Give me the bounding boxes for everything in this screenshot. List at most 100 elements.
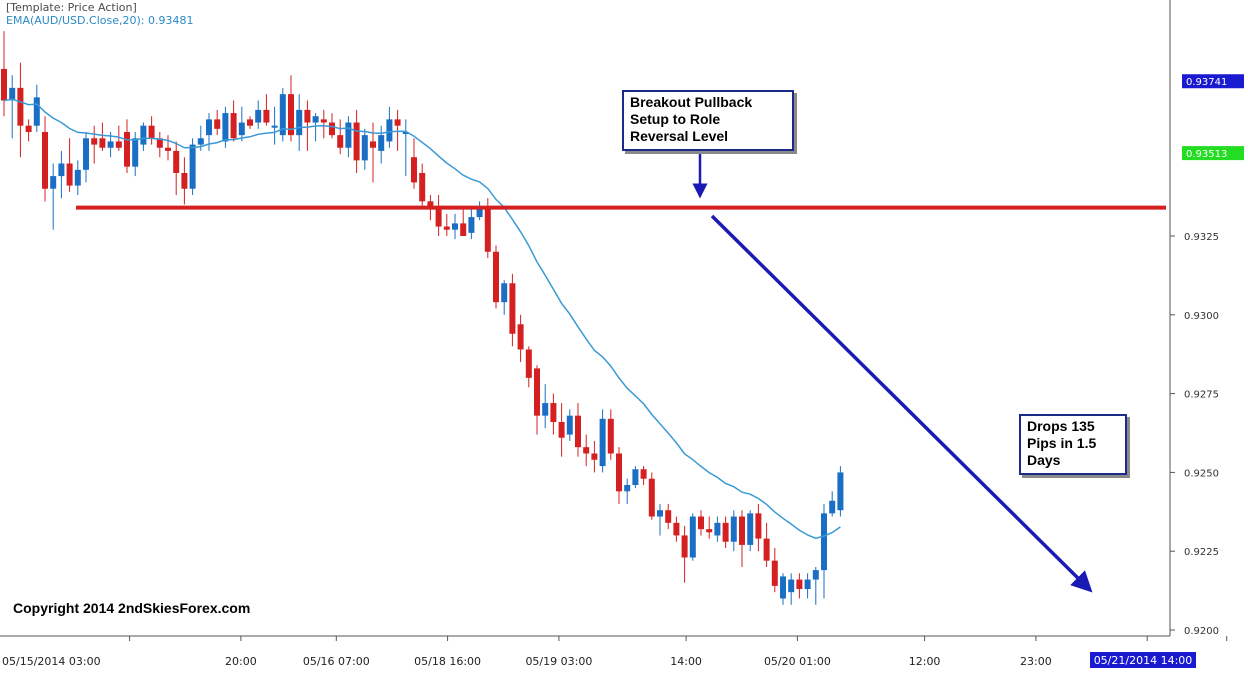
candle-body [394, 119, 401, 126]
candle [640, 466, 647, 486]
copyright-text: Copyright 2014 2ndSkiesForex.com [13, 600, 251, 616]
candle-body [58, 163, 65, 177]
candle [788, 573, 795, 605]
candle-body [263, 109, 270, 123]
candle [42, 116, 48, 202]
candle-body [460, 223, 467, 236]
candle [58, 150, 65, 199]
candle [493, 245, 499, 309]
candle [550, 393, 557, 435]
candle [140, 122, 147, 151]
candle-body [722, 522, 729, 542]
ema-line [3, 98, 841, 540]
candle [681, 525, 688, 583]
candle [255, 100, 262, 129]
candle [689, 513, 696, 561]
time-tick-label: 05/19 03:00 [525, 655, 592, 668]
candle [74, 160, 81, 196]
candle [632, 466, 639, 489]
candle [9, 75, 16, 139]
candle [534, 365, 540, 435]
annotation-line: Pips in 1.5 [1027, 435, 1097, 451]
candle [1, 31, 7, 117]
candle [452, 213, 458, 240]
candle-body [780, 576, 786, 599]
drop-arrow [710, 214, 1093, 593]
candle-body [493, 251, 499, 303]
candle-body [124, 131, 130, 167]
candle-body [747, 513, 754, 545]
candle-body [1, 68, 7, 101]
candle [763, 522, 770, 567]
candle-body [558, 421, 565, 438]
candle [83, 131, 89, 183]
candle-body [632, 469, 639, 486]
time-tick-label: 14:00 [670, 655, 702, 668]
candle [271, 106, 278, 145]
candle [607, 409, 614, 460]
candle-body [99, 138, 106, 148]
candle-body [419, 172, 426, 202]
price-tick-label: 0.9225 [1184, 547, 1219, 558]
candle-body [657, 510, 663, 517]
candle-body [542, 403, 549, 416]
candle-body [115, 141, 122, 148]
candle-body [353, 122, 360, 161]
candle-body [25, 125, 32, 132]
annotation-line: Reversal Level [630, 128, 729, 144]
candle [353, 109, 360, 173]
drops-annotation: Drops 135 Pips in 1.5 Days [1019, 414, 1127, 475]
candle [517, 314, 524, 363]
candle-body [140, 125, 147, 145]
candle-body [755, 513, 762, 539]
candle-body [156, 138, 163, 148]
annotation-line: Days [1027, 452, 1061, 468]
candle-body [304, 109, 311, 123]
candle [304, 100, 311, 151]
candle-body [402, 131, 409, 134]
candle-body [427, 201, 434, 208]
candle [435, 195, 442, 236]
price-tick: 0.9300 [1170, 311, 1219, 322]
candle-body [206, 119, 212, 136]
candle-body [681, 535, 688, 558]
candle-body [468, 217, 475, 233]
candle [320, 109, 327, 139]
candle [542, 384, 549, 429]
candle [673, 516, 680, 542]
candle [386, 106, 393, 148]
candle [214, 109, 221, 136]
candle [91, 125, 98, 164]
candle-body [238, 122, 245, 136]
candle [796, 573, 803, 599]
candle-body [804, 579, 811, 590]
time-tick: 23:00 [1020, 636, 1052, 668]
candle-body [345, 122, 352, 148]
candle-body [730, 516, 737, 542]
candle-body [829, 500, 836, 514]
candle-body [509, 283, 516, 334]
candle [329, 113, 335, 139]
candle-body [312, 116, 319, 123]
price-tick: 0.9325 [1170, 232, 1219, 243]
candle [460, 207, 467, 236]
candles-layer [1, 31, 844, 605]
candle-body [74, 169, 81, 186]
candle-body [181, 172, 188, 189]
candle-body [837, 472, 844, 511]
time-tick: 05/18 16:00 [414, 636, 481, 668]
candle-body [706, 529, 713, 533]
candle [599, 409, 606, 473]
candle [747, 510, 754, 552]
time-tick: 05/21/2014 14:00 [1090, 636, 1228, 668]
time-tick: 14:00 [670, 636, 702, 668]
candle [361, 128, 368, 170]
candle [714, 516, 721, 542]
candle [706, 516, 713, 539]
candle-body [534, 368, 540, 416]
candle-body [648, 478, 655, 517]
candle-body [583, 447, 590, 454]
candle-body [739, 516, 745, 545]
candle-body [624, 485, 631, 492]
candle [99, 122, 106, 151]
